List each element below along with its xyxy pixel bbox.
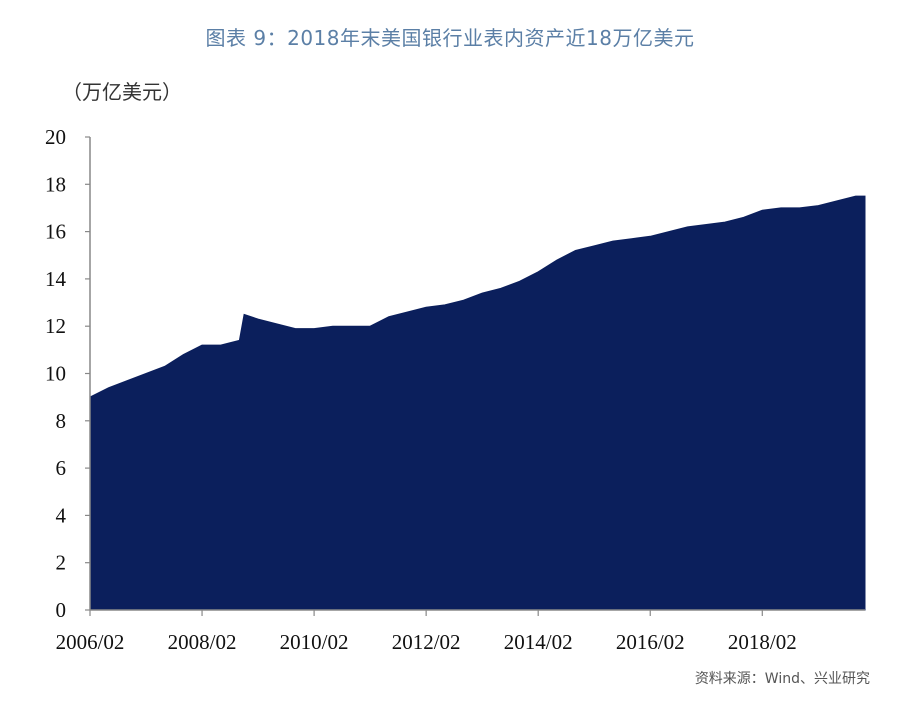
x-tick-label: 2016/02 [616, 630, 685, 654]
x-tick-label: 2014/02 [504, 630, 573, 654]
y-tick-label: 0 [56, 598, 67, 622]
source-note: 资料来源：Wind、兴业研究 [694, 671, 870, 687]
x-tick-label: 2012/02 [392, 630, 461, 654]
y-tick-label: 6 [56, 456, 67, 480]
y-tick-label: 2 [56, 551, 67, 575]
x-tick-label: 2018/02 [728, 630, 797, 654]
y-tick-label: 4 [56, 503, 67, 527]
x-tick-label: 2010/02 [280, 630, 349, 654]
y-tick-label: 20 [45, 125, 66, 149]
y-tick-label: 16 [45, 220, 66, 244]
area-series [89, 195, 866, 611]
y-tick-label: 14 [45, 267, 67, 291]
y-tick-label: 10 [45, 362, 66, 386]
chart-title: 图表 9：2018年末美国银行业表内资产近18万亿美元 [205, 26, 695, 50]
y-axis-unit-label: （万亿美元） [62, 80, 182, 104]
y-tick-label: 12 [45, 314, 66, 338]
y-tick-label: 18 [45, 172, 66, 196]
x-tick-label: 2008/02 [168, 630, 237, 654]
y-tick-label: 8 [56, 409, 67, 433]
x-tick-label: 2006/02 [56, 630, 125, 654]
